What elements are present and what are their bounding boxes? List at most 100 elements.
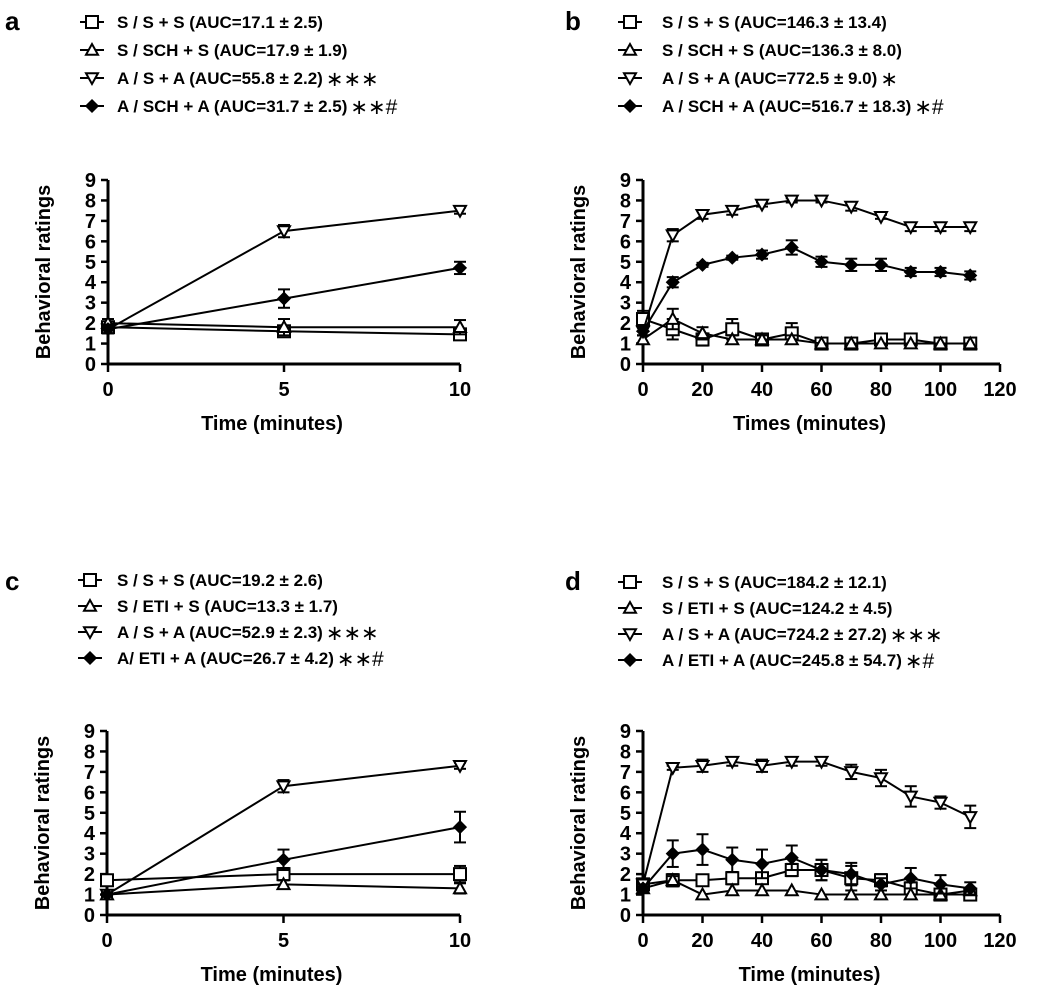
y-tick-label: 7 [85,211,96,233]
triangle-down-marker [843,200,859,215]
series-triangle-down-open [100,204,468,338]
y-tick-label: 8 [620,741,631,763]
legend-entry: A / SCH + A (AUC=516.7 ± 18.3) ∗# [618,96,944,119]
diamond-marker [903,871,918,886]
series-triangle-up-open [635,307,978,350]
triangle-down-marker [813,194,830,209]
diamond-marker [725,852,740,867]
series-line [642,246,971,332]
x-tick-label: 100 [924,379,957,401]
x-axis-label: Time (minutes) [201,964,343,986]
series-line [642,199,971,332]
diamond-marker [622,98,638,114]
square-marker [85,15,99,29]
series-triangle-down-open [635,755,978,893]
triangle-down-marker [784,755,800,770]
y-tick-label: 4 [620,823,632,845]
legend-label: S / SCH + S (AUC=17.9 ± 1.9) [117,41,347,60]
x-tick-label: 80 [870,379,892,401]
x-axis-label: Time (minutes) [201,413,343,435]
diamond-marker [665,275,680,290]
diamond-marker [784,240,799,255]
triangle-up-marker [903,335,919,350]
diamond-marker [933,877,948,892]
diamond-marker [725,250,740,265]
y-tick-label: 8 [84,741,95,763]
y-tick-label: 2 [85,313,96,335]
y-tick-label: 5 [85,252,96,274]
x-tick-label: 120 [983,930,1016,952]
x-tick-label: 40 [751,930,773,952]
triangle-up-marker [452,319,468,333]
y-tick-label: 0 [620,354,631,376]
legend-label: S / ETI + S (AUC=124.2 ± 4.5) [662,599,892,618]
x-tick-label: 5 [278,379,289,401]
legend-entry: S / S + S (AUC=19.2 ± 2.6) [78,571,323,590]
y-tick-label: 0 [85,354,96,376]
y-tick-label: 6 [84,782,95,804]
square-marker [453,867,467,882]
legend-entry: S / S + S (AUC=184.2 ± 12.1) [618,573,887,592]
diamond-marker [844,867,859,882]
y-tick-label: 9 [620,721,631,743]
legend-label: A / ETI + A (AUC=245.8 ± 54.7) [662,651,902,670]
diamond-marker [754,247,770,262]
diamond-marker [695,842,710,857]
series-triangle-down-open [635,194,978,340]
triangle-down-marker [784,194,800,209]
triangle-down-marker [694,208,711,223]
diamond-marker [963,268,978,283]
x-tick-label: 60 [810,379,832,401]
series-triangle-up-open [635,872,978,901]
diamond-marker [873,877,889,892]
triangle-down-marker [873,772,889,787]
triangle-up-marker [932,335,949,350]
y-tick-label: 6 [620,782,631,804]
diamond-marker [814,862,829,878]
panel-letter: c [5,566,19,596]
diamond-marker [276,852,291,867]
triangle-down-marker [962,221,978,236]
x-tick-label: 60 [810,930,832,952]
y-tick-label: 4 [620,272,632,294]
triangle-up-marker [784,882,800,897]
triangle-down-marker [665,229,681,244]
series-diamond-filled [99,810,468,902]
y-tick-label: 1 [85,334,96,356]
legend-entry: A / SCH + A (AUC=31.7 ± 2.5) ∗∗# [80,96,398,119]
triangle-down-marker [754,759,770,774]
diamond-marker [82,650,98,666]
y-tick-label: 5 [84,803,95,825]
diamond-marker [933,264,948,280]
y-tick-label: 7 [84,762,95,784]
triangle-down-marker [813,755,830,770]
triangle-down-marker [754,198,770,213]
triangle-up-marker [82,597,98,612]
x-tick-label: 0 [637,379,648,401]
series-diamond-filled [635,833,978,896]
series-diamond-filled [635,239,978,339]
triangle-down-marker [82,626,98,641]
square-marker [623,575,637,589]
triangle-down-marker [724,204,740,219]
y-tick-label: 3 [620,293,631,315]
series-line [642,869,971,896]
legend-label: A / SCH + A (AUC=516.7 ± 18.3) [662,97,911,116]
triangle-up-marker [843,886,859,901]
triangle-down-marker [665,762,681,776]
y-axis-label: Behavioral ratings [33,185,55,360]
y-tick-label: 3 [85,293,96,315]
legend-entry: S / SCH + S (AUC=17.9 ± 1.9) [80,41,347,60]
legend-label: A / S + A (AUC=772.5 ± 9.0) [662,69,877,88]
y-tick-label: 8 [620,190,631,212]
legend-entry: A / S + A (AUC=724.2 ± 27.2) ∗∗∗ [618,624,943,647]
significance-marker: ∗∗∗ [326,622,379,645]
x-tick-label: 5 [278,930,289,952]
series-line [642,848,971,890]
legend-label: A / S + A (AUC=724.2 ± 27.2) [662,625,887,644]
triangle-up-marker [813,886,830,901]
panel-letter: d [565,566,581,596]
triangle-up-marker [275,876,292,891]
